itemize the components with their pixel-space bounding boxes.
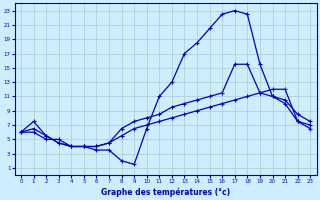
X-axis label: Graphe des températures (°c): Graphe des températures (°c) <box>101 187 230 197</box>
